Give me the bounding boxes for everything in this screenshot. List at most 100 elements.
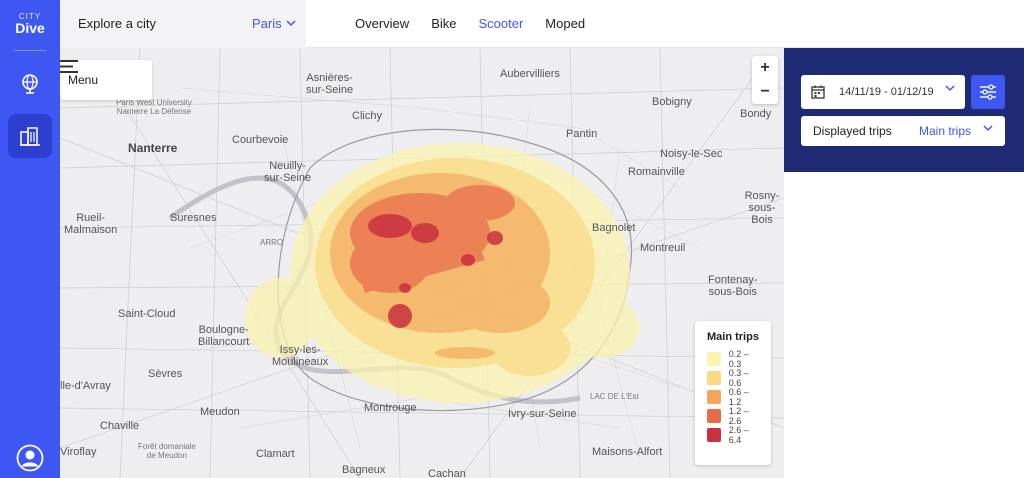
legend-swatch bbox=[707, 370, 721, 385]
place-ville-avray: lle-d'Avray bbox=[60, 380, 111, 392]
map-canvas[interactable]: Asnières- sur-Seine Aubervilliers Bobign… bbox=[60, 48, 784, 478]
legend-title: Main trips bbox=[707, 331, 759, 343]
legend-item: 0.3 – 0.6 bbox=[707, 367, 763, 388]
filter-settings-button[interactable] bbox=[971, 75, 1005, 109]
place-fontenay-text: Fontenay- sous-Bois bbox=[708, 274, 758, 298]
place-bagneux: Bagneux bbox=[342, 464, 386, 476]
chevron-down-icon bbox=[983, 125, 993, 132]
city-dropdown-value: Paris bbox=[252, 16, 282, 31]
filter-panel: 14/11/19 - 01/12/19 Displayed trips Main… bbox=[784, 48, 1024, 172]
city-nav-button[interactable] bbox=[8, 114, 52, 158]
place-pantin: Pantin bbox=[566, 128, 598, 140]
date-range-picker[interactable]: 14/11/19 - 01/12/19 bbox=[801, 75, 965, 109]
place-university: Paris West University Nanterre La Défens… bbox=[116, 98, 192, 116]
place-foret: Forêt domaniale de Meudon bbox=[138, 442, 196, 460]
tab-bike[interactable]: Bike bbox=[431, 16, 457, 31]
place-chaville: Chaville bbox=[100, 420, 140, 432]
place-fontenay: Fontenay- sous-Bois bbox=[708, 274, 758, 298]
map-heatmap bbox=[60, 48, 784, 478]
city-buildings-icon bbox=[20, 127, 40, 146]
legend-item-label: 2.6 – 6.4 bbox=[728, 424, 749, 445]
displayed-trips-value: Main trips bbox=[919, 124, 972, 138]
place-neuilly-text: Neuilly- sur-Seine bbox=[264, 160, 312, 184]
date-range-value: 14/11/19 - 01/12/19 bbox=[839, 86, 934, 98]
place-foret-text: Forêt domaniale de Meudon bbox=[138, 442, 196, 460]
place-university-text: Paris West University Nanterre La Défens… bbox=[116, 98, 192, 116]
legend-item-label: 0.6 – 1.2 bbox=[728, 386, 749, 407]
tab-moped[interactable]: Moped bbox=[545, 16, 586, 31]
globe-icon bbox=[22, 74, 38, 94]
logo-small-text: CITY bbox=[18, 12, 42, 21]
place-meudon: Meudon bbox=[200, 406, 240, 418]
place-rosny: Rosny- sous-Bois bbox=[740, 190, 784, 226]
place-bobigny: Bobigny bbox=[652, 96, 692, 108]
rail-divider bbox=[14, 50, 46, 51]
legend-swatch bbox=[707, 389, 721, 404]
legend-swatch bbox=[707, 408, 721, 423]
place-boulogne-text: Boulogne- Billancourt bbox=[198, 324, 250, 348]
legend-item: 2.6 – 6.4 bbox=[707, 424, 763, 445]
legend-item: 1.2 – 2.6 bbox=[707, 405, 763, 426]
place-asnieres: Asnières- sur-Seine bbox=[306, 72, 353, 96]
place-viroflay: Viroflay bbox=[60, 446, 97, 458]
user-avatar-button[interactable] bbox=[16, 444, 44, 472]
place-saintcloud: Saint-Cloud bbox=[118, 308, 176, 320]
logo-big-text: Dive bbox=[15, 20, 45, 36]
chevron-down-icon bbox=[286, 20, 296, 27]
displayed-trips-dropdown[interactable]: Displayed trips Main trips bbox=[801, 116, 1005, 146]
place-sevres: Sèvres bbox=[148, 368, 183, 380]
place-montreuil: Montreuil bbox=[640, 242, 686, 254]
tab-overview[interactable]: Overview bbox=[355, 16, 410, 31]
menu-label: Menu bbox=[68, 73, 99, 87]
place-rueil-text: Rueil- Malmaison bbox=[64, 212, 118, 236]
zoom-out-button[interactable]: − bbox=[760, 83, 770, 100]
place-romainville: Romainville bbox=[628, 166, 685, 178]
app-logo[interactable]: CITY Dive bbox=[0, 12, 60, 35]
chevron-down-icon bbox=[945, 85, 955, 92]
zoom-in-button[interactable]: + bbox=[760, 59, 770, 76]
displayed-trips-label: Displayed trips bbox=[813, 124, 892, 138]
mode-tabs: Overview Bike Scooter Moped bbox=[355, 16, 607, 31]
tab-scooter[interactable]: Scooter bbox=[478, 16, 524, 31]
explore-label: Explore a city bbox=[78, 16, 157, 31]
city-selector-area: Explore a city Paris bbox=[60, 0, 306, 48]
place-maisons: Maisons-Alfort bbox=[592, 446, 663, 458]
zoom-control: + − bbox=[752, 56, 778, 104]
place-bagnolet: Bagnolet bbox=[592, 222, 636, 234]
place-boulogne: Boulogne- Billancourt bbox=[198, 324, 249, 348]
place-clamart: Clamart bbox=[256, 448, 295, 460]
heatmap-legend: Main trips 0.2 – 0.3 0.3 – 0.6 0.6 – 1.2… bbox=[695, 321, 771, 465]
user-avatar-icon bbox=[16, 444, 44, 472]
place-rueil: Rueil- Malmaison bbox=[64, 212, 117, 236]
legend-item: 0.6 – 1.2 bbox=[707, 386, 763, 407]
place-lac-est: LAC DE L'Est bbox=[590, 392, 639, 401]
place-rosny-text: Rosny- sous-Bois bbox=[744, 190, 780, 226]
legend-swatch bbox=[707, 351, 721, 366]
hamburger-icon bbox=[60, 60, 78, 73]
legend-item-label: 1.2 – 2.6 bbox=[728, 405, 749, 426]
globe-nav-button[interactable] bbox=[8, 62, 52, 106]
place-nanterre: Nanterre bbox=[128, 141, 178, 155]
place-neuilly: Neuilly- sur-Seine bbox=[264, 160, 311, 184]
legend-item-label: 0.3 – 0.6 bbox=[728, 367, 749, 388]
menu-button[interactable]: Menu bbox=[60, 60, 152, 100]
sliders-icon bbox=[980, 84, 996, 100]
top-bar: Explore a city Paris Overview Bike Scoot… bbox=[60, 0, 1024, 48]
place-noisy: Noisy-le-Sec bbox=[660, 148, 723, 160]
legend-item-label: 0.2 – 0.3 bbox=[728, 348, 749, 369]
place-montrouge: Montrouge bbox=[364, 402, 417, 414]
left-rail: CITY Dive bbox=[0, 0, 60, 478]
place-issy: Issy-les- Moulineaux bbox=[272, 344, 328, 368]
place-issy-text: Issy-les- Moulineaux bbox=[272, 344, 329, 368]
place-clichy: Clichy bbox=[352, 110, 382, 122]
place-courbevoie: Courbevoie bbox=[232, 134, 289, 146]
place-arro: ARRO bbox=[260, 238, 284, 247]
place-ivry: Ivry-sur-Seine bbox=[508, 408, 577, 420]
city-dropdown[interactable]: Paris bbox=[252, 16, 296, 31]
calendar-icon bbox=[811, 85, 825, 99]
details-panel bbox=[784, 172, 1024, 478]
place-aubervilliers: Aubervilliers bbox=[500, 68, 560, 80]
place-cachan: Cachan bbox=[428, 468, 466, 478]
legend-item: 0.2 – 0.3 bbox=[707, 348, 763, 369]
place-suresnes: Suresnes bbox=[170, 212, 217, 224]
